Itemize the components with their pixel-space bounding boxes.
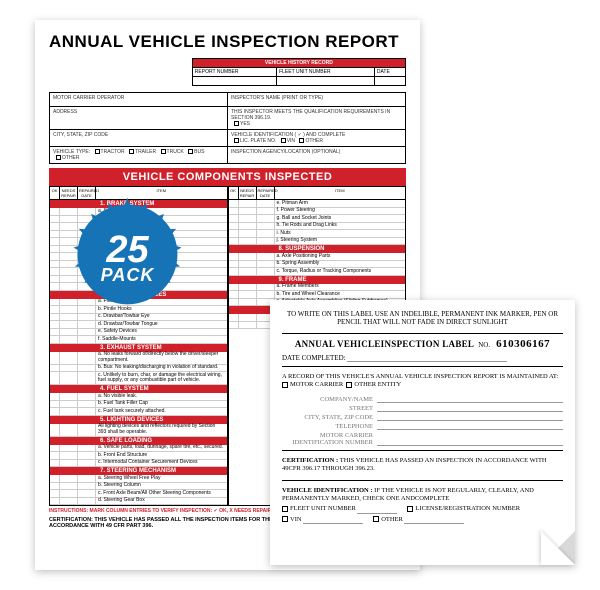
component-item-row: d. Steering Gear Box bbox=[50, 498, 227, 506]
badge-number: 25 bbox=[60, 233, 195, 267]
component-item-row: a. Frame Members bbox=[229, 284, 406, 292]
field-address: ADDRESS bbox=[50, 107, 228, 130]
field-vehicle-type: VEHICLE TYPE: TRACTOR TRAILER TRUCK BUS … bbox=[50, 147, 228, 164]
field-vehicle-id: VEHICLE IDENTIFICATION ( ✓ ) AND COMPLET… bbox=[228, 130, 406, 147]
label-field-row: CITY, STATE, ZIP CODE bbox=[282, 414, 563, 421]
vehicle-history-record: VEHICLE HISTORY RECORD REPORT NUMBER FLE… bbox=[192, 58, 406, 86]
info-grid: MOTOR CARRIER OPERATOR INSPECTOR'S NAME … bbox=[49, 92, 406, 164]
component-item-row: a. Vehicle parts, load, dunnage, spare t… bbox=[50, 445, 227, 453]
label-title: ANNUAL VEHICLEINSPECTION LABEL bbox=[295, 339, 474, 349]
section-title: 8. SUSPENSION bbox=[229, 245, 406, 253]
component-item-row: b. Steering Column bbox=[50, 483, 227, 491]
label-serial: 610306167 bbox=[496, 338, 550, 350]
component-item-row: h. Tie Rods and Drag Links bbox=[229, 223, 406, 231]
label-certification: CERTIFICATION : THIS VEHICLE HAS PASSED … bbox=[282, 457, 563, 474]
field-inspector-name: INSPECTOR'S NAME (PRINT OR TYPE) bbox=[228, 93, 406, 107]
component-item-row: c. Torque, Radius or Tracking Components bbox=[229, 268, 406, 276]
label-top-note: TO WRITE ON THIS LABEL USE AN INDELIBLE,… bbox=[282, 310, 563, 327]
component-item-row: c. Intermodal Container Securement Devic… bbox=[50, 460, 227, 468]
field-motor-carrier: MOTOR CARRIER OPERATOR bbox=[50, 93, 228, 107]
page-curl-icon bbox=[541, 531, 575, 565]
component-item-row: c. Fuel tank securely attached. bbox=[50, 408, 227, 416]
component-item-row: b. Spring Assembly bbox=[229, 261, 406, 269]
label-field-row: COMPANY/NAME bbox=[282, 396, 563, 403]
history-header: VEHICLE HISTORY RECORD bbox=[192, 59, 405, 68]
component-item-row: e. Pitman Arm bbox=[229, 200, 406, 208]
component-item-row: j. Steering System bbox=[229, 238, 406, 246]
label-field-row: TELEPHONE bbox=[282, 423, 563, 430]
component-item-row: f. Saddle-Mounts bbox=[50, 336, 227, 344]
component-item-row: c. Unlikely to burn, char, or damage the… bbox=[50, 372, 227, 385]
inspection-label: TO WRITE ON THIS LABEL USE AN INDELIBLE,… bbox=[270, 300, 575, 565]
badge-word: PACK bbox=[60, 267, 195, 283]
label-fields: COMPANY/NAME STREET CITY, STATE, ZIP CODE T… bbox=[282, 396, 563, 446]
pack-badge: 25 PACK bbox=[60, 195, 195, 330]
component-item-row: All lighting devices and reflectors requ… bbox=[50, 424, 227, 437]
field-qualification: THIS INSPECTOR MEETS THE QUALIFICATION R… bbox=[228, 107, 406, 130]
badge-text: 25 PACK bbox=[60, 233, 195, 283]
history-col-fleet: FLEET UNIT NUMBER bbox=[277, 68, 375, 77]
history-col-report: REPORT NUMBER bbox=[192, 68, 276, 77]
section-title: 7. STEERING MECHANISM bbox=[50, 467, 227, 475]
component-item-row: f. Power Steering bbox=[229, 208, 406, 216]
field-inspection-agency: INSPECTION AGENCY/LOCATION (OPTIONAL) bbox=[228, 147, 406, 164]
label-date-completed: DATE COMPLETED: bbox=[282, 354, 563, 362]
history-col-date: DATE bbox=[374, 68, 405, 77]
label-no: NO. bbox=[478, 341, 490, 349]
label-record-section: A RECORD OF THIS VEHICLE'S ANNUAL VEHICL… bbox=[282, 373, 563, 390]
component-item-row: b. Fuel Tank Filler Cap bbox=[50, 401, 227, 409]
field-city-state-zip: CITY, STATE, ZIP CODE bbox=[50, 130, 228, 147]
components-banner: VEHICLE COMPONENTS INSPECTED bbox=[49, 168, 406, 186]
component-item-row: a. No leaks forward of/directly below th… bbox=[50, 352, 227, 365]
label-vehicle-id: VEHICLE IDENTIFICATION : IF THE VEHICLE … bbox=[282, 487, 563, 525]
label-field-row: STREET bbox=[282, 405, 563, 412]
report-title: ANNUAL VEHICLE INSPECTION REPORT bbox=[49, 32, 406, 52]
label-field-row: MOTOR CARRIER IDENTIFICATION NUMBER bbox=[282, 432, 563, 446]
section-title: 4. FUEL SYSTEM bbox=[50, 385, 227, 393]
label-title-row: ANNUAL VEHICLEINSPECTION LABEL NO. 61030… bbox=[282, 338, 563, 350]
component-item-row: b. Bus: No leaking/discharging in violat… bbox=[50, 365, 227, 373]
